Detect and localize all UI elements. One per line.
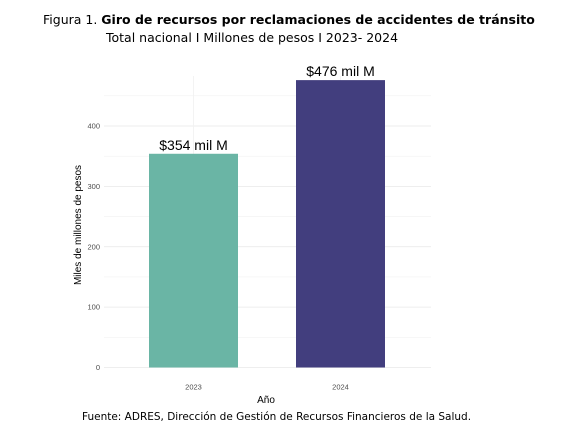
figure-prefix: Figura 1. [43,12,98,27]
data-label-2023: $354 mil M [159,137,227,153]
bar-2024 [296,80,385,368]
data-label-2024: $476 mil M [306,63,374,79]
y-tick-label: 200 [87,242,100,251]
x-tick-label: 2024 [332,383,349,392]
data-labels: $354 mil M $476 mil M [159,63,374,153]
figure-source: Fuente: ADRES, Dirección de Gestión de R… [82,411,472,423]
y-axis-title: Miles de millones de pesos [73,165,84,285]
figure-subtitle: Total nacional I Millones de pesos I 202… [106,30,399,45]
bar-2023 [149,153,238,368]
x-axis-title: Año [257,395,275,406]
figure-title-text: Giro de recursos por reclamaciones de ac… [101,12,535,27]
y-tick-label: 100 [87,303,100,312]
x-tick-label: 2023 [185,383,202,392]
x-axis-ticks: 2023 2024 [185,383,349,392]
bars [149,80,385,368]
y-tick-label: 400 [87,122,100,131]
y-tick-label: 300 [87,182,100,191]
y-axis-ticks: 0 100 200 300 400 [87,122,100,373]
y-tick-label: 0 [96,363,100,372]
figure-title: Figura 1. Giro de recursos por reclamaci… [43,12,535,27]
